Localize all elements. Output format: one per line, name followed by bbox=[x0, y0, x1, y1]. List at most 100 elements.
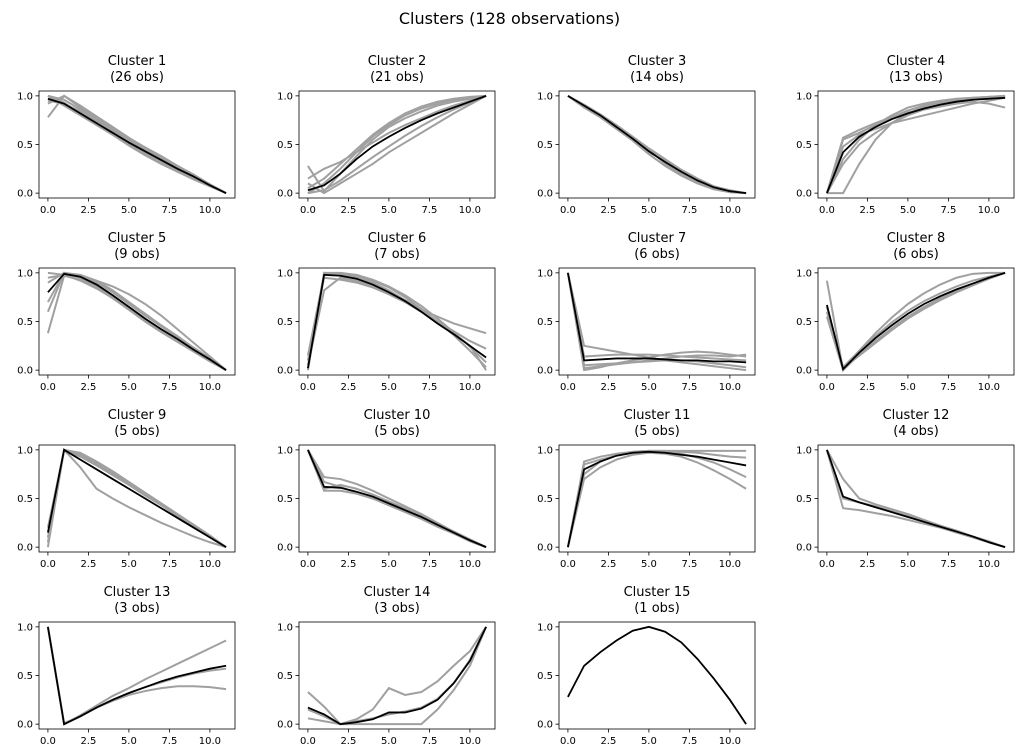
x-tick-label: 2.5 bbox=[340, 205, 356, 216]
member-series-line bbox=[307, 94, 487, 190]
x-tick-label: 7.5 bbox=[940, 382, 956, 393]
member-series-line bbox=[46, 448, 227, 548]
x-tick-label: 5.0 bbox=[121, 736, 137, 747]
member-series-line bbox=[47, 271, 227, 371]
x-tick-label: 0.0 bbox=[40, 559, 56, 570]
centroid-series-line bbox=[826, 271, 1006, 371]
panel-title: Cluster 9 bbox=[108, 408, 167, 423]
member-series-line bbox=[826, 449, 1006, 549]
x-tick-label: 7.5 bbox=[161, 736, 177, 747]
x-tick-label: 0.0 bbox=[560, 736, 576, 747]
panel-obs-count: (13 obs) bbox=[889, 70, 943, 85]
x-tick-label: 5.0 bbox=[381, 736, 397, 747]
member-series-line bbox=[566, 272, 747, 362]
cluster-panel-12: Cluster 12(4 obs) 0.0 2.5 5.0 7.5 10.0 0.0 0.5 1… bbox=[796, 408, 1015, 570]
member-series-line bbox=[307, 449, 487, 549]
member-series-line bbox=[306, 449, 487, 549]
y-tick-label: 1.0 bbox=[277, 445, 293, 456]
centroid-series-line bbox=[826, 96, 1006, 194]
cluster-panel-7: Cluster 7(6 obs) 0.0 2.5 5.0 7.5 10.0 0.0 0.5 1.… bbox=[537, 231, 756, 393]
x-tick-label: 5.0 bbox=[121, 382, 137, 393]
centroid-series-line bbox=[47, 448, 227, 548]
member-series-line bbox=[307, 626, 487, 726]
panel-obs-count: (21 obs) bbox=[370, 70, 424, 85]
x-tick-label: 7.5 bbox=[681, 559, 697, 570]
y-tick-label: 1.0 bbox=[537, 445, 553, 456]
y-tick-label: 0.5 bbox=[277, 317, 293, 328]
member-series-line bbox=[307, 94, 487, 195]
x-tick-label: 0.0 bbox=[300, 736, 316, 747]
panel-title: Cluster 1 bbox=[108, 54, 167, 69]
member-series-line bbox=[566, 272, 747, 369]
y-tick-label: 0.0 bbox=[277, 543, 293, 554]
member-series-line bbox=[306, 272, 487, 368]
y-tick-label: 0.5 bbox=[277, 140, 293, 151]
cluster-panel-4: Cluster 4(13 obs) 0.0 2.5 5.0 7.5 10.0 0.0 0.5 1… bbox=[796, 54, 1015, 216]
x-tick-label: 10.0 bbox=[459, 736, 481, 747]
x-tick-label: 7.5 bbox=[421, 736, 437, 747]
x-tick-label: 7.5 bbox=[940, 559, 956, 570]
y-tick-label: 1.0 bbox=[277, 622, 293, 633]
y-tick-label: 1.0 bbox=[796, 268, 812, 279]
axes-frame bbox=[298, 444, 496, 553]
y-tick-label: 0.0 bbox=[796, 366, 812, 377]
y-tick-label: 0.0 bbox=[796, 543, 812, 554]
figure-title: Clusters (128 observations) bbox=[399, 9, 620, 28]
x-tick-label: 5.0 bbox=[381, 382, 397, 393]
x-tick-label: 7.5 bbox=[161, 382, 177, 393]
member-series-line bbox=[825, 271, 1006, 372]
cluster-panel-8: Cluster 8(6 obs) 0.0 2.5 5.0 7.5 10.0 0.0 0.5 1.… bbox=[796, 231, 1015, 393]
member-series-line bbox=[46, 626, 227, 726]
y-tick-label: 1.0 bbox=[796, 91, 812, 102]
centroid-series-line bbox=[567, 625, 747, 725]
panel-obs-count: (4 obs) bbox=[893, 424, 939, 439]
panel-obs-count: (5 obs) bbox=[634, 424, 680, 439]
y-tick-label: 0.5 bbox=[537, 671, 553, 682]
x-tick-label: 10.0 bbox=[199, 382, 221, 393]
y-tick-label: 0.5 bbox=[277, 494, 293, 505]
x-tick-label: 2.5 bbox=[80, 736, 96, 747]
x-tick-label: 10.0 bbox=[719, 736, 741, 747]
y-tick-label: 0.0 bbox=[277, 366, 293, 377]
panel-obs-count: (1 obs) bbox=[634, 601, 680, 616]
y-tick-label: 0.5 bbox=[17, 494, 33, 505]
centroid-series-line bbox=[567, 272, 747, 364]
axes-frame bbox=[38, 621, 236, 730]
panel-obs-count: (14 obs) bbox=[630, 70, 684, 85]
y-tick-label: 0.5 bbox=[537, 317, 553, 328]
cluster-panel-13: Cluster 13(3 obs) 0.0 2.5 5.0 7.5 10.0 0.0 0.5 1… bbox=[17, 585, 236, 747]
y-tick-label: 1.0 bbox=[796, 445, 812, 456]
x-tick-label: 5.0 bbox=[381, 559, 397, 570]
panel-obs-count: (26 obs) bbox=[110, 70, 164, 85]
y-tick-label: 0.0 bbox=[17, 543, 33, 554]
panel-title: Cluster 4 bbox=[887, 54, 946, 69]
y-tick-label: 0.0 bbox=[537, 543, 553, 554]
panel-obs-count: (9 obs) bbox=[114, 247, 160, 262]
panel-title: Cluster 7 bbox=[628, 231, 687, 246]
axes-frame bbox=[38, 444, 236, 553]
x-tick-label: 2.5 bbox=[600, 736, 616, 747]
y-tick-label: 1.0 bbox=[17, 268, 33, 279]
x-tick-label: 0.0 bbox=[819, 205, 835, 216]
cluster-panel-5: Cluster 5(9 obs) 0.0 2.5 5.0 7.5 10.0 0.0 0.5 1.… bbox=[17, 231, 236, 393]
member-series-line bbox=[825, 271, 1006, 370]
y-tick-label: 0.0 bbox=[277, 189, 293, 200]
x-tick-label: 7.5 bbox=[161, 559, 177, 570]
centroid-series-line bbox=[307, 449, 487, 548]
x-tick-label: 7.5 bbox=[940, 205, 956, 216]
axes-frame bbox=[558, 621, 756, 730]
x-tick-label: 2.5 bbox=[340, 559, 356, 570]
x-tick-label: 5.0 bbox=[381, 205, 397, 216]
x-tick-label: 0.0 bbox=[560, 382, 576, 393]
y-tick-label: 0.5 bbox=[796, 140, 812, 151]
axes-frame bbox=[817, 267, 1015, 376]
y-tick-label: 1.0 bbox=[277, 268, 293, 279]
x-tick-label: 2.5 bbox=[80, 382, 96, 393]
panel-title: Cluster 2 bbox=[368, 54, 427, 69]
y-tick-label: 0.5 bbox=[537, 494, 553, 505]
x-tick-label: 5.0 bbox=[121, 559, 137, 570]
member-series-line bbox=[567, 94, 747, 195]
cluster-panel-10: Cluster 10(5 obs) 0.0 2.5 5.0 7.5 10.0 0.0 0.5 1… bbox=[277, 408, 496, 570]
x-tick-label: 0.0 bbox=[560, 559, 576, 570]
